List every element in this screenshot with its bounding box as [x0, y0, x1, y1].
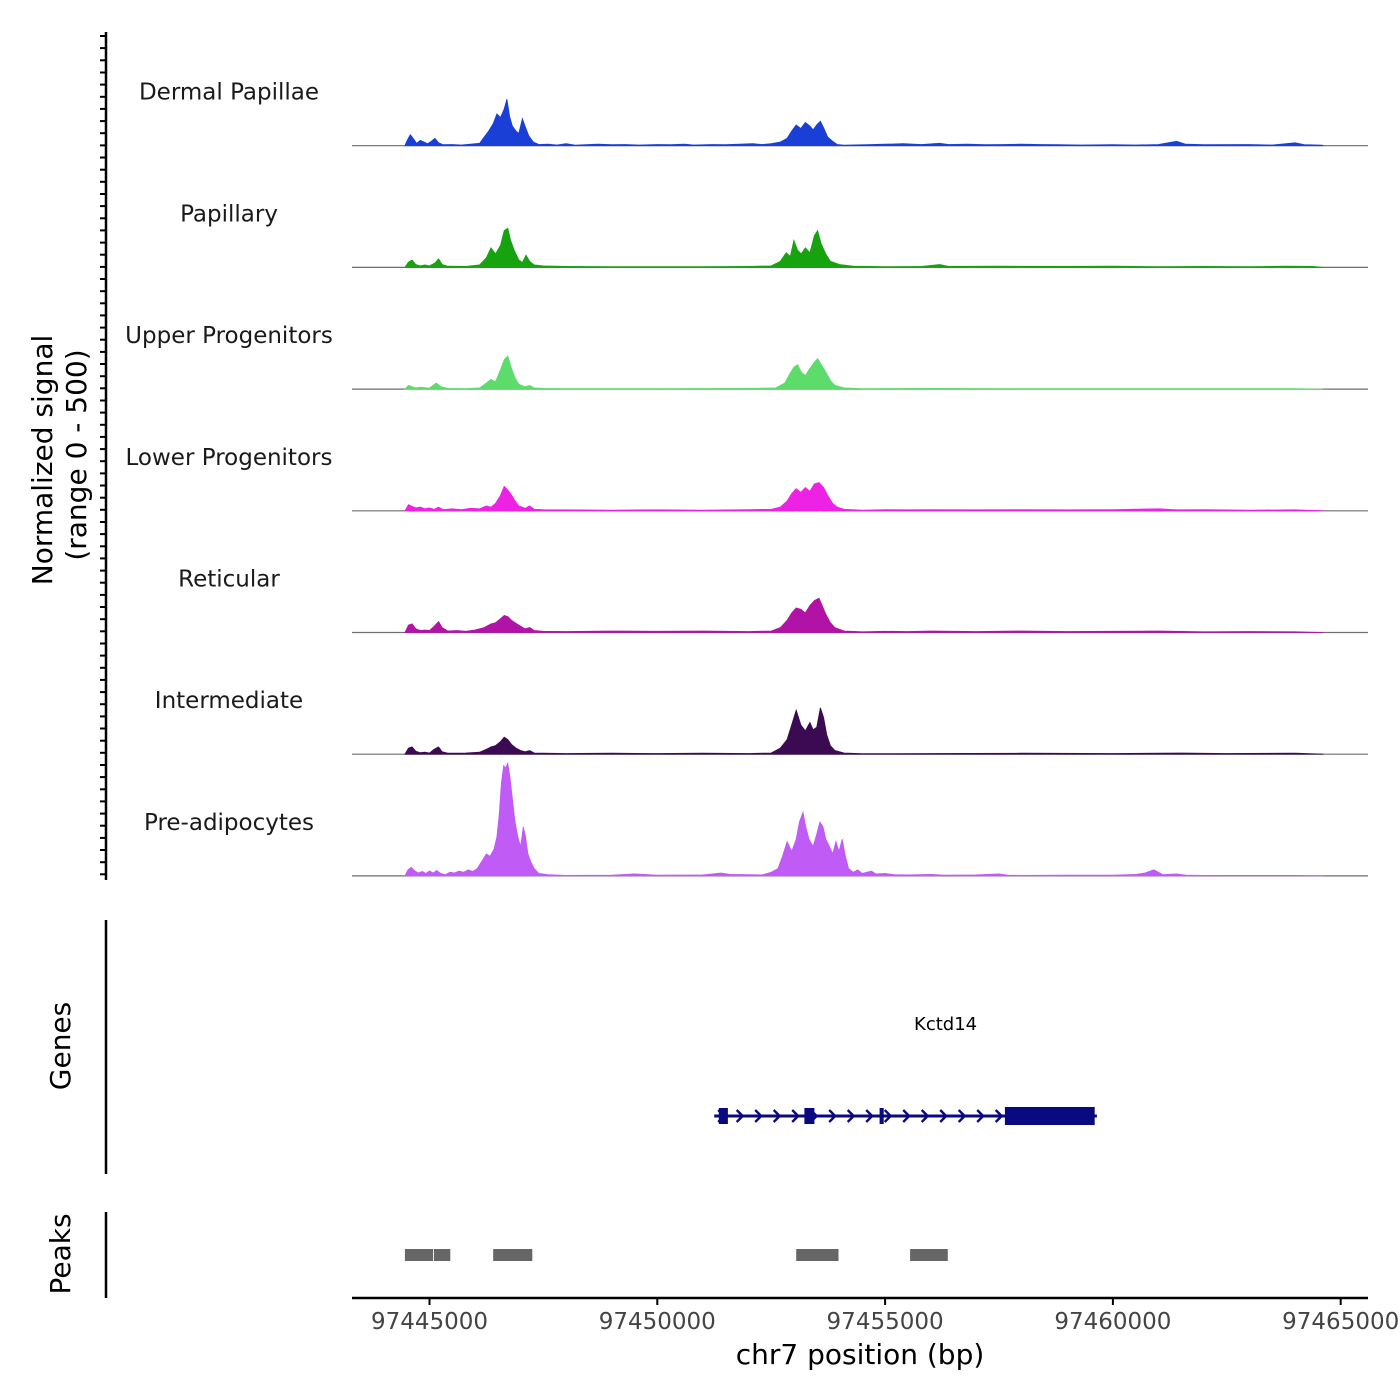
peaks-panel — [104, 1212, 948, 1298]
x-tick-label: 97450000 — [599, 1309, 716, 1335]
track-label: Upper Progenitors — [125, 323, 333, 349]
track-label: Papillary — [180, 201, 278, 227]
strand-arrow — [920, 1109, 930, 1123]
x-tick-label: 97465000 — [1282, 1309, 1399, 1335]
peak-block — [796, 1249, 839, 1261]
x-tick-label: 97445000 — [371, 1309, 488, 1335]
track-area — [404, 707, 1324, 755]
track-pre-adipocytes: Pre-adipocytes — [144, 761, 1368, 877]
track-area — [404, 98, 1324, 147]
x-tick-label: 97460000 — [1054, 1309, 1171, 1335]
gene-exon — [879, 1108, 884, 1124]
peak-block — [910, 1249, 948, 1261]
strand-arrow — [865, 1109, 874, 1123]
track-area — [404, 482, 1324, 512]
strand-arrow — [754, 1109, 763, 1123]
track-label: Intermediate — [155, 688, 303, 714]
gene-exon — [804, 1108, 815, 1124]
peak-block — [434, 1249, 451, 1261]
strand-arrow — [939, 1109, 948, 1123]
signal-ylabel-line2: (range 0 - 500) — [60, 349, 93, 560]
track-dermal-papillae: Dermal Papillae — [139, 80, 1368, 147]
peaks-ylabel: Peaks — [44, 1213, 77, 1294]
strand-arrow — [735, 1109, 745, 1123]
gene-exon — [718, 1108, 728, 1124]
gene-label: Kctd14 — [914, 1014, 977, 1035]
strand-arrow — [883, 1109, 893, 1123]
track-lower-progenitors: Lower Progenitors — [126, 445, 1368, 512]
peak-block — [493, 1249, 533, 1261]
x-axis-label: chr7 position (bp) — [736, 1338, 985, 1371]
strand-arrow — [791, 1109, 800, 1123]
track-papillary: Papillary — [180, 201, 1368, 268]
signal-panel: Dermal Papillae Papillary Upper Progenitor… — [100, 32, 1368, 880]
track-label: Pre-adipocytes — [144, 810, 314, 836]
strand-arrow — [828, 1109, 837, 1123]
gene-kctd14: Kctd14 — [714, 1014, 1097, 1125]
genes-ylabel: Genes — [44, 1002, 77, 1090]
signal-ylabel-line1: Normalized signal — [26, 335, 59, 586]
strand-arrow — [957, 1109, 967, 1123]
gene-exon — [1004, 1107, 1095, 1125]
track-label: Dermal Papillae — [139, 80, 319, 106]
track-intermediate: Intermediate — [155, 688, 1368, 755]
track-upper-progenitors: Upper Progenitors — [125, 323, 1368, 390]
strand-arrow — [846, 1109, 856, 1123]
track-area — [403, 355, 1324, 390]
strand-arrow — [994, 1109, 1004, 1123]
peak-block — [404, 1249, 434, 1261]
track-label: Reticular — [178, 567, 280, 593]
track-label: Lower Progenitors — [126, 445, 333, 471]
x-axis: 97445000 97450000 97455000 97460000 97465000 — [352, 1296, 1399, 1335]
track-area — [404, 227, 1324, 268]
track-area — [404, 597, 1324, 633]
track-area — [404, 761, 1324, 877]
strand-arrow — [902, 1109, 911, 1123]
strand-arrow — [976, 1109, 985, 1123]
track-reticular: Reticular — [178, 567, 1368, 634]
genes-panel: Kctd14 — [104, 920, 1097, 1174]
strand-arrow — [772, 1109, 782, 1123]
x-tick-label: 97455000 — [827, 1309, 944, 1335]
